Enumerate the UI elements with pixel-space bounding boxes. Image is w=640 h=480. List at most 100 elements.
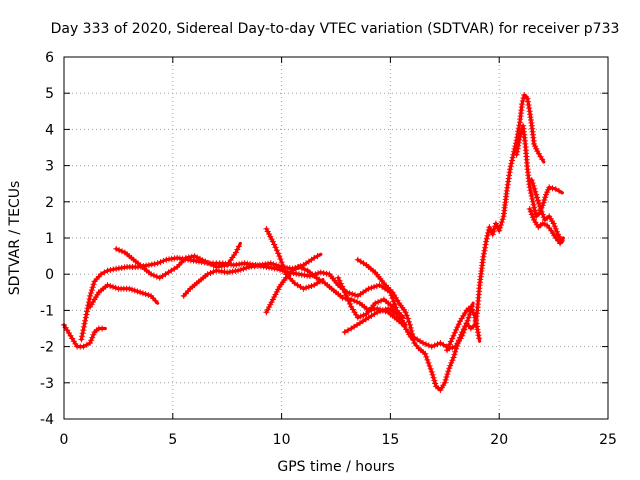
y-tick-label: 4 xyxy=(45,122,54,138)
plus-markers xyxy=(420,340,432,349)
x-tick-label: 15 xyxy=(381,432,399,448)
plus-markers xyxy=(348,321,360,332)
x-axis-label: GPS time / hours xyxy=(277,459,394,475)
plus-markers xyxy=(531,140,540,152)
plus-markers xyxy=(104,266,117,274)
y-tick-label: 6 xyxy=(45,50,54,66)
plus-markers xyxy=(433,383,442,392)
plus-markers xyxy=(411,340,420,349)
plus-markers xyxy=(148,292,159,304)
plus-markers xyxy=(91,273,102,285)
plus-markers xyxy=(393,311,407,326)
plus-markers xyxy=(74,343,84,350)
plus-markers xyxy=(531,216,540,228)
plus-markers xyxy=(428,368,439,387)
plus-markers xyxy=(380,296,394,308)
plus-markers xyxy=(80,341,90,350)
tick-layer: 0 5 10 15 20 25 -4 -3 -2 -1 0 1 2 3 4 5 6 xyxy=(40,50,617,448)
y-tick-label: 3 xyxy=(45,159,54,175)
plus-markers xyxy=(276,253,288,275)
plus-markers xyxy=(537,206,547,221)
plus-markers xyxy=(479,241,489,263)
plus-markers xyxy=(524,166,533,188)
plus-markers xyxy=(463,305,472,314)
grid-layer xyxy=(64,57,608,419)
plus-markers xyxy=(524,95,533,112)
plus-markers xyxy=(154,257,167,267)
plus-markers xyxy=(441,368,452,386)
plus-markers xyxy=(550,220,560,235)
plus-markers xyxy=(452,335,464,350)
plus-markers xyxy=(263,225,275,243)
plus-markers xyxy=(546,213,556,225)
plus-markers xyxy=(121,249,135,261)
plus-markers xyxy=(348,303,360,318)
plus-markers xyxy=(533,191,543,210)
plus-markers xyxy=(467,303,478,318)
plus-markers xyxy=(67,332,79,347)
plus-markers xyxy=(182,253,195,261)
plus-markers xyxy=(335,274,347,293)
plus-markers xyxy=(311,278,323,289)
y-tick-label: 2 xyxy=(45,195,54,211)
chart-title: Day 333 of 2020, Sidereal Day-to-day VTE… xyxy=(51,21,620,37)
plus-markers xyxy=(539,194,549,209)
series-arc xyxy=(444,303,483,354)
series-arc xyxy=(87,282,160,310)
plus-markers xyxy=(486,224,495,235)
plus-markers xyxy=(330,287,344,299)
plus-markers xyxy=(516,104,525,126)
plus-markers xyxy=(269,238,282,257)
plus-markers xyxy=(396,300,407,313)
plus-markers xyxy=(202,258,217,269)
plus-markers xyxy=(474,285,483,314)
plus-markers xyxy=(356,300,370,312)
plus-markers xyxy=(145,260,158,269)
plus-markers xyxy=(393,307,405,319)
plus-markers xyxy=(472,314,483,342)
series-line xyxy=(356,93,546,392)
plus-markers xyxy=(289,265,299,274)
series-arc xyxy=(263,225,325,292)
plus-markers xyxy=(385,309,398,321)
series-arc xyxy=(113,241,242,281)
plus-markers xyxy=(269,286,282,303)
plus-markers xyxy=(372,297,384,307)
plus-markers xyxy=(541,215,551,223)
plus-markers xyxy=(304,267,318,279)
plus-markers xyxy=(356,316,369,327)
plus-markers xyxy=(195,273,209,285)
plus-markers xyxy=(82,296,93,321)
plus-markers xyxy=(557,237,565,247)
plus-markers xyxy=(521,92,529,100)
plus-markers xyxy=(503,169,513,194)
plus-markers xyxy=(317,269,330,277)
plus-markers xyxy=(137,289,152,298)
plus-markers xyxy=(187,280,200,292)
plus-markers xyxy=(313,274,326,285)
series-arc xyxy=(526,206,565,247)
plus-markers xyxy=(529,198,539,217)
plus-markers xyxy=(354,312,367,321)
y-tick-label: 0 xyxy=(45,267,54,283)
y-tick-label: 5 xyxy=(45,86,54,102)
plus-markers xyxy=(526,184,536,202)
plus-markers xyxy=(528,177,539,195)
plus-markers xyxy=(437,382,447,393)
plus-markers xyxy=(380,280,394,293)
plus-markers xyxy=(130,256,144,269)
plus-markers xyxy=(180,288,191,299)
plus-markers xyxy=(139,264,152,276)
y-axis-label: SDTVAR / TECUs xyxy=(7,181,23,296)
x-tick-label: 0 xyxy=(60,432,69,448)
plus-markers xyxy=(411,334,424,345)
plus-markers xyxy=(224,252,238,269)
plus-markers xyxy=(467,323,477,332)
plus-markers xyxy=(539,220,548,228)
plus-markers xyxy=(422,350,434,372)
plus-markers xyxy=(450,321,462,339)
plus-markers xyxy=(87,291,101,310)
y-tick-label: -3 xyxy=(40,376,54,392)
plus-markers xyxy=(87,281,97,299)
